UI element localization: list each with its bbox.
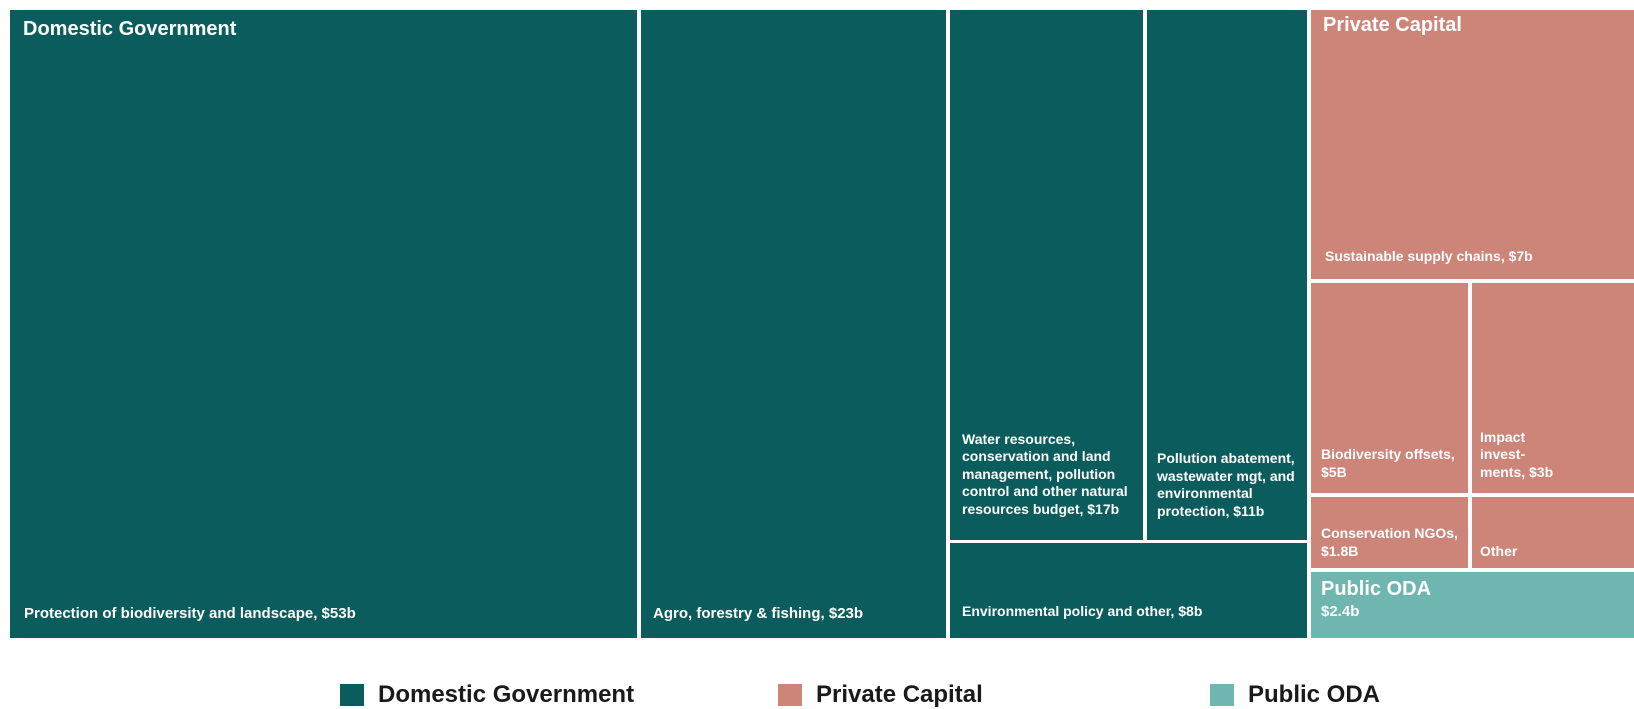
treemap-tile-water-resources-conservation-and-land-ma: Water resources, conservation and land m… [950,10,1143,540]
legend-label-domestic-government: Domestic Government [378,681,635,708]
treemap-tile-sustainable-supply-chains-7b: Sustainable supply chains, $7b [1311,10,1634,279]
legend-swatch-domestic-government [340,684,364,706]
treemap-tile-label: Agro, forestry & fishing, $23b [653,605,864,623]
treemap-tile-other: Other [1472,497,1634,568]
treemap-tile-label: Sustainable supply chains, $7b [1325,247,1533,264]
treemap-tile-protection-of-biodiversity-and-landscape: Protection of biodiversity and landscape… [10,10,637,638]
treemap-tile-environmental-policy-and-other-8b: Environmental policy and other, $8b [950,543,1307,638]
group-title-domestic-government: Domestic Government [23,18,237,40]
treemap-tile-label: $2.4b [1321,603,1360,621]
group-title-public-oda: Public ODA [1321,578,1432,600]
legend-swatch-private-capital [778,684,802,706]
legend: Domestic Government Private Capital Publ… [0,681,1634,708]
treemap-tile-2-4b: $2.4b [1311,572,1634,638]
treemap-tile-conservation-ngos-1-8b: Conservation NGOs, $1.8B [1311,497,1468,568]
treemap-tile-label: Protection of biodiversity and landscape… [24,605,356,623]
legend-item-domestic-government: Domestic Government [340,681,635,708]
treemap-tile-label: Other [1480,542,1518,559]
treemap-tile-pollution-abatement-wastewater-mgt-and-e: Pollution abatement, wastewater mgt, and… [1147,10,1307,540]
legend-label-private-capital: Private Capital [816,681,983,708]
treemap-tile-label: Conservation NGOs, $1.8B [1321,525,1458,559]
treemap-tile-biodiversity-offsets-5b: Biodiversity offsets, $5B [1311,283,1468,493]
treemap-tile-label: Pollution abatement, wastewater mgt, and… [1157,450,1295,519]
legend-item-public-oda: Public ODA [1210,681,1381,708]
treemap-tile-label: Biodiversity offsets, $5B [1321,446,1455,480]
treemap-tile-label: Impact invest- ments, $3b [1480,428,1554,480]
treemap-tile-impact-invest-ments-3b: Impact invest- ments, $3b [1472,283,1634,493]
legend-swatch-public-oda [1210,684,1234,706]
legend-item-private-capital: Private Capital [778,681,983,708]
group-title-private-capital: Private Capital [1323,14,1462,36]
treemap-tile-label: Water resources, conservation and land m… [962,430,1128,517]
legend-label-public-oda: Public ODA [1248,681,1381,708]
treemap-tile-agro-forestry-fishing-23b: Agro, forestry & fishing, $23b [641,10,946,638]
treemap-tile-label: Environmental policy and other, $8b [962,602,1203,619]
